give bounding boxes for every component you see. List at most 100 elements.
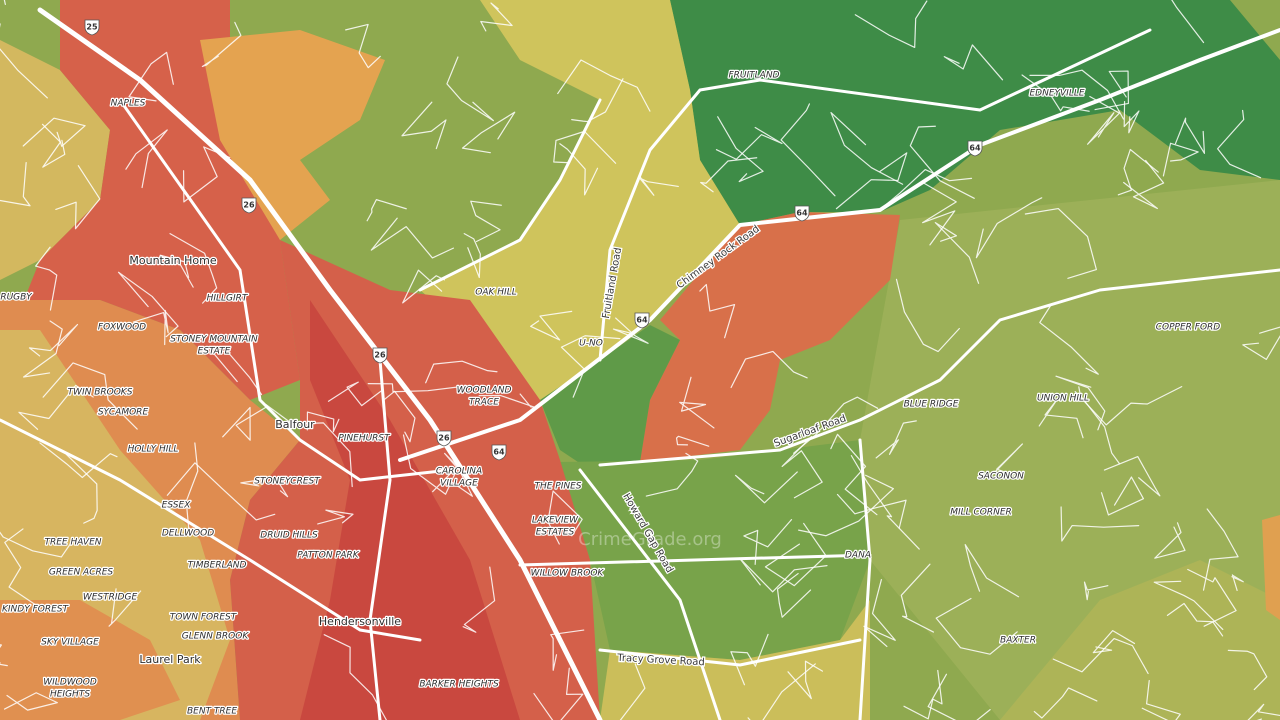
local-road: [1123, 159, 1165, 210]
local-road: [884, 168, 973, 207]
local-road: [645, 452, 699, 497]
local-road: [1154, 522, 1186, 559]
zone: [540, 325, 680, 470]
local-road: [370, 217, 454, 259]
local-road: [927, 673, 991, 720]
shield-shape: [241, 197, 257, 214]
local-road: [1231, 574, 1244, 591]
road: [598, 268, 1280, 467]
place-label: TOWN FOREST: [170, 613, 238, 623]
local-road: [1202, 508, 1239, 591]
zone: [420, 0, 740, 400]
local-road: [22, 117, 86, 147]
shield-number: 64: [796, 209, 808, 218]
zone: [200, 30, 385, 240]
place-label: STONEY MOUNTAIN: [170, 335, 258, 345]
place-label: SYCAMORE: [98, 408, 149, 418]
zone: [0, 600, 180, 720]
local-road: [169, 233, 218, 304]
place-label: OAK HILL: [475, 288, 516, 298]
road: [418, 98, 602, 292]
town-label: Laurel Park: [139, 653, 201, 666]
shield-shape: [794, 205, 810, 222]
local-road: [675, 435, 710, 447]
local-road: [1029, 69, 1125, 120]
local-road: [201, 21, 242, 68]
place-label: COPPER FORD: [1156, 323, 1221, 333]
zone: [1262, 515, 1280, 620]
local-road: [533, 667, 584, 720]
local-road: [830, 111, 904, 185]
local-road: [909, 125, 975, 199]
shield-number: 26: [438, 434, 450, 443]
local-road: [39, 442, 118, 479]
place-label: EDNEYVILLE: [1029, 89, 1084, 99]
local-road: [1227, 649, 1268, 691]
place-label: KINDY FOREST: [2, 605, 69, 615]
shield-number: 26: [374, 351, 386, 360]
local-road: [559, 143, 599, 196]
local-road: [18, 384, 94, 430]
local-road: [700, 157, 758, 193]
local-road: [0, 644, 8, 667]
local-road: [619, 663, 646, 720]
local-road: [366, 199, 407, 222]
local-road: [402, 434, 460, 495]
local-road: [612, 317, 649, 344]
local-road: [793, 396, 879, 454]
local-road: [781, 435, 823, 499]
local-road: [553, 130, 617, 164]
local-road: [108, 588, 142, 627]
local-road: [1162, 142, 1199, 177]
local-road: [1117, 148, 1159, 196]
local-road: [787, 660, 824, 700]
place-label: CAROLINA: [436, 467, 482, 477]
local-road: [1024, 207, 1097, 279]
local-road: [3, 692, 58, 711]
local-road: [1086, 95, 1121, 145]
place-label: UNION HILL: [1037, 394, 1089, 404]
local-road: [461, 111, 516, 154]
shield-number: 64: [493, 448, 505, 457]
local-road: [444, 452, 473, 497]
local-road: [128, 51, 174, 102]
local-road: [345, 23, 381, 69]
local-road: [547, 490, 583, 545]
local-road: [159, 254, 194, 288]
route-shield: 64: [794, 205, 810, 222]
local-road: [55, 165, 101, 230]
road: [0, 418, 422, 642]
local-road: [0, 48, 48, 99]
local-road: [240, 476, 289, 498]
local-road: [863, 578, 896, 648]
local-road: [0, 531, 72, 558]
place-label: DANA: [845, 551, 871, 561]
local-road: [306, 411, 340, 433]
place-label: ESTATES: [536, 528, 575, 538]
local-road: [382, 390, 416, 443]
local-road: [679, 376, 715, 429]
place-label: GLENN BROOK: [182, 632, 250, 642]
local-road: [943, 44, 1004, 81]
local-road: [560, 335, 621, 398]
local-road: [1171, 0, 1205, 44]
road: [598, 638, 862, 667]
place-label: TRACE: [469, 398, 499, 408]
local-road: [530, 310, 573, 341]
place-label: STONEYCREST: [254, 477, 321, 487]
local-road: [854, 0, 928, 49]
local-road: [1078, 386, 1121, 465]
local-road: [1141, 679, 1181, 720]
shield-shape: [84, 19, 100, 36]
local-road: [463, 232, 481, 279]
local-road: [830, 433, 878, 516]
local-road: [166, 462, 276, 521]
local-road: [730, 350, 808, 389]
local-road: [798, 474, 894, 537]
place-label: DELLWOOD: [162, 529, 214, 539]
local-road: [182, 146, 231, 203]
place-label: RUGBY: [0, 293, 33, 303]
local-road: [1055, 375, 1106, 431]
